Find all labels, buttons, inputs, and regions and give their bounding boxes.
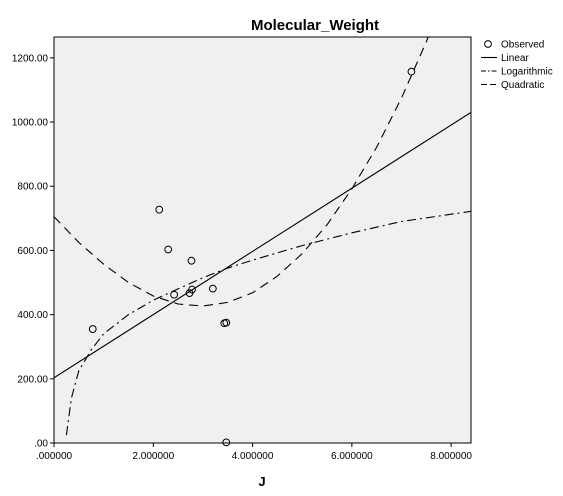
- observed-point: [407, 67, 416, 76]
- observed-point: [170, 290, 179, 299]
- plot-area: [54, 37, 471, 443]
- observed-points: [88, 67, 416, 447]
- logarithmic-fit-line: [65, 210, 471, 436]
- x-tick-label: 2.000000: [132, 451, 174, 462]
- chart-title: Molecular_Weight: [251, 17, 379, 34]
- legend-label-linear: Linear: [501, 53, 529, 64]
- plot-frame: [53, 36, 472, 444]
- x-tick-label: 8.000000: [430, 451, 472, 462]
- fit-lines: [54, 37, 471, 436]
- observed-point: [222, 318, 231, 327]
- observed-point: [208, 284, 217, 293]
- y-tick-label: 400.00: [17, 310, 48, 321]
- y-tick-label: 200.00: [17, 374, 48, 385]
- y-tick-label: 600.00: [17, 246, 48, 257]
- y-tick-label: 1200.00: [12, 53, 49, 64]
- x-tick-label: 6.000000: [331, 451, 373, 462]
- x-tick-label: .000000: [36, 451, 73, 462]
- x-axis-title: J: [258, 474, 265, 489]
- observed-point: [88, 325, 97, 333]
- observed-point: [155, 205, 164, 214]
- legend-marker-observed: [484, 40, 492, 48]
- y-tick-label: 800.00: [17, 182, 48, 193]
- y-tick-label: .00: [34, 439, 48, 450]
- x-tick-label: 4.000000: [232, 451, 274, 462]
- y-tick-label: 1000.00: [12, 118, 49, 129]
- quadratic-fit-line: [54, 37, 429, 307]
- legend: Observed Linear Logarithmic Quadratic: [481, 40, 553, 91]
- legend-label-quadratic: Quadratic: [501, 80, 544, 91]
- x-axis: .000000 2.000000 4.000000 6.000000 8.000000: [36, 443, 472, 462]
- observed-point: [222, 438, 231, 447]
- y-axis: .00 200.00 400.00 600.00 800.00 1000.00 1200.0…: [12, 53, 54, 450]
- observed-point: [188, 285, 196, 294]
- legend-label-logarithmic: Logarithmic: [501, 67, 553, 78]
- observed-point: [164, 245, 173, 254]
- linear-fit-line: [54, 111, 471, 379]
- observed-point: [187, 256, 196, 265]
- legend-label-observed: Observed: [501, 40, 544, 51]
